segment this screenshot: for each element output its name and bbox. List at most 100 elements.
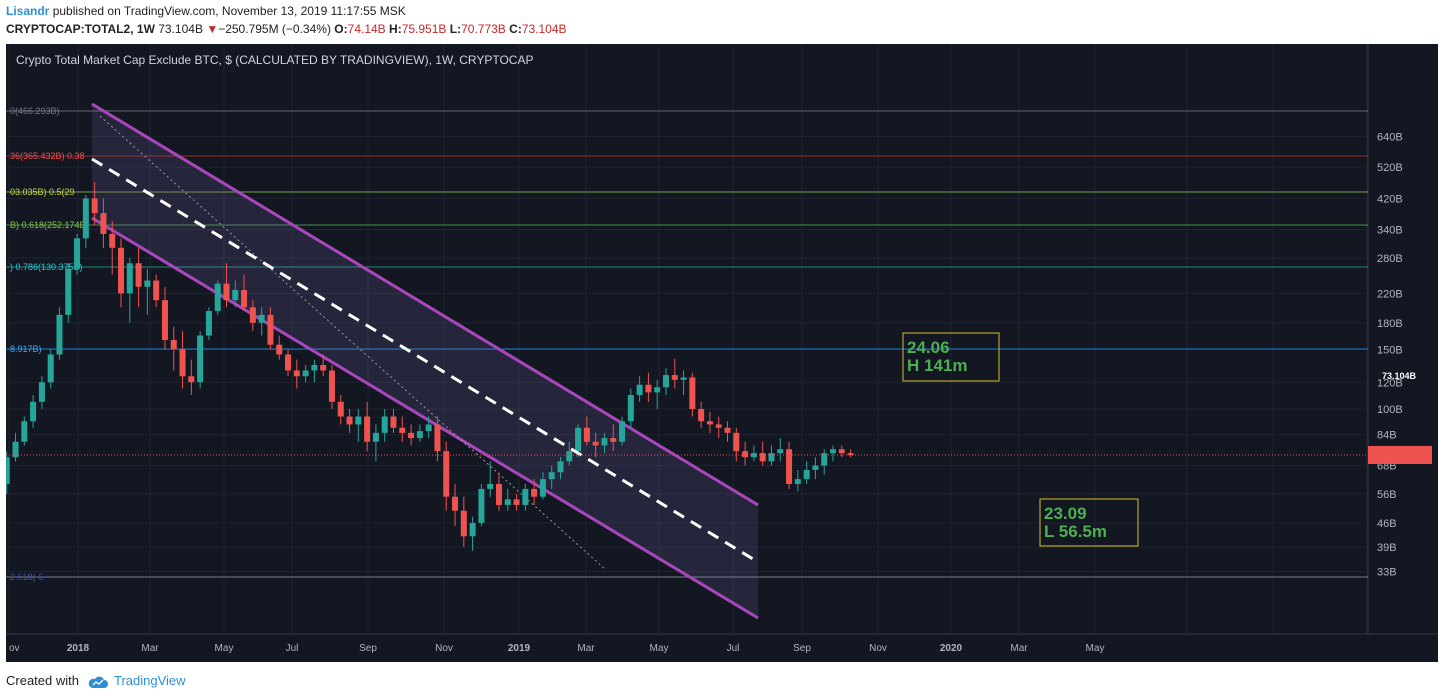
candle-body: [443, 451, 450, 497]
candle-body: [126, 263, 133, 294]
candle-body: [161, 300, 168, 341]
candle-body: [65, 268, 72, 315]
cloud-icon: [88, 676, 108, 688]
open-value: 74.14B: [347, 22, 386, 36]
candlestick-chart[interactable]: 640B 520B 420B 340B 280B 220B 180B 150B 120B 100B…: [3, 44, 1438, 662]
candle-body: [680, 377, 687, 380]
candle-body: [197, 335, 204, 383]
candle-body: [847, 453, 854, 456]
chart-title: Crypto Total Market Cap Exclude BTC, $ (…: [16, 53, 533, 67]
candle-body: [408, 432, 415, 439]
candle-body: [645, 384, 652, 393]
y-tick-label: 640B: [1377, 132, 1403, 144]
candle-body: [267, 314, 274, 345]
y-tick-label: 520B: [1377, 162, 1403, 174]
y-tick-label: 100B: [1377, 404, 1403, 416]
candle-body: [715, 424, 722, 428]
candle-body: [425, 424, 432, 432]
candle-body: [487, 483, 494, 489]
down-arrow-icon: ▼: [206, 22, 219, 36]
fib-level-label: ) 0.786(130.375B): [10, 262, 83, 272]
candle-body: [786, 449, 793, 484]
author-link[interactable]: Lisandr: [6, 4, 50, 18]
low-label: L:: [449, 22, 462, 36]
candle-body: [601, 438, 608, 446]
symbol-label: CRYPTOCAP:TOTAL2, 1W: [6, 22, 155, 36]
open-label: O:: [334, 22, 348, 36]
candle-body: [513, 499, 520, 505]
candle-body: [803, 469, 810, 480]
candle-body: [82, 198, 89, 239]
candle-body: [276, 344, 283, 355]
tradingview-link[interactable]: TradingView: [114, 673, 186, 688]
last-price-axis-label: 73.104B: [1382, 371, 1417, 381]
x-tick-label: Nov: [435, 643, 453, 654]
y-tick-label: 120B: [1377, 377, 1403, 389]
candle-body: [12, 441, 19, 458]
candle-body: [381, 416, 388, 433]
price-axis-background: [1368, 44, 1438, 634]
candle-body: [179, 349, 186, 377]
candle-body: [539, 479, 546, 497]
candles: [3, 181, 854, 551]
candle-body: [285, 354, 292, 371]
candle-body: [566, 451, 573, 462]
high-label: H:: [389, 22, 402, 36]
candle-body: [759, 453, 766, 462]
candle-body: [619, 421, 626, 442]
candle-body: [416, 431, 423, 439]
candle-body: [337, 401, 344, 417]
candle-body: [355, 416, 362, 425]
low-value: 70.773B: [461, 22, 506, 36]
last-price-marker: [1368, 445, 1432, 464]
candle-body: [258, 314, 265, 323]
channel-upper-line: [91, 102, 759, 507]
candle-body: [109, 233, 116, 248]
y-tick-label: 33B: [1377, 567, 1397, 579]
candle-body: [346, 416, 353, 425]
candle-body: [583, 427, 590, 442]
candle-body: [434, 424, 441, 452]
x-tick-label: May: [650, 643, 669, 654]
annotation-line1: 24.06: [907, 338, 950, 357]
candle-body: [293, 370, 300, 377]
x-tick-label: May: [215, 643, 234, 654]
chart-area[interactable]: 640B 520B 420B 340B 280B 220B 180B 150B 120B 100B…: [3, 44, 1438, 662]
candle-body: [47, 354, 54, 383]
x-tick-label: Jul: [727, 643, 740, 654]
y-tick-label: 39B: [1377, 542, 1397, 554]
annotation-box: [902, 332, 1000, 382]
annotation-line1: 23.09: [1044, 504, 1087, 523]
candle-body: [302, 370, 309, 377]
change-value: −250.795M (−0.34%): [218, 22, 331, 36]
candle-body: [232, 290, 239, 301]
fib-level-label: 0(466.293B): [10, 106, 60, 116]
candle-body: [170, 340, 177, 350]
y-tick-label: 280B: [1377, 253, 1403, 265]
candle-body: [74, 238, 81, 269]
x-tick-label: Mar: [141, 643, 159, 654]
candle-body: [768, 453, 775, 462]
candle-body: [504, 499, 511, 505]
x-tick-label: Sep: [359, 643, 377, 654]
candle-body: [592, 441, 599, 446]
candle-body: [531, 488, 538, 497]
ohlc-bar: CRYPTOCAP:TOTAL2, 1W 73.104B ▼−250.795M …: [6, 22, 567, 36]
fib-level-label: 2.618(-6: [10, 572, 44, 582]
y-tick-label: 180B: [1377, 318, 1403, 330]
last-price: 73.104B: [158, 22, 203, 36]
candle-body: [399, 427, 406, 433]
y-tick-label: 56B: [1377, 489, 1397, 501]
fib-level-label: 36(365.432B) 0.38: [10, 151, 85, 161]
candle-body: [575, 427, 582, 452]
candle-body: [320, 364, 327, 371]
x-tick-label: May: [1086, 643, 1105, 654]
annotation-line2: L 56.5m: [1044, 522, 1107, 541]
created-with-text: Created with: [6, 673, 79, 688]
candle-body: [636, 384, 643, 396]
x-tick-label: Jul: [286, 643, 299, 654]
candle-body: [328, 370, 335, 402]
candle-body: [557, 461, 564, 473]
candle-body: [662, 375, 669, 388]
x-tick-label: 2018: [67, 643, 90, 654]
